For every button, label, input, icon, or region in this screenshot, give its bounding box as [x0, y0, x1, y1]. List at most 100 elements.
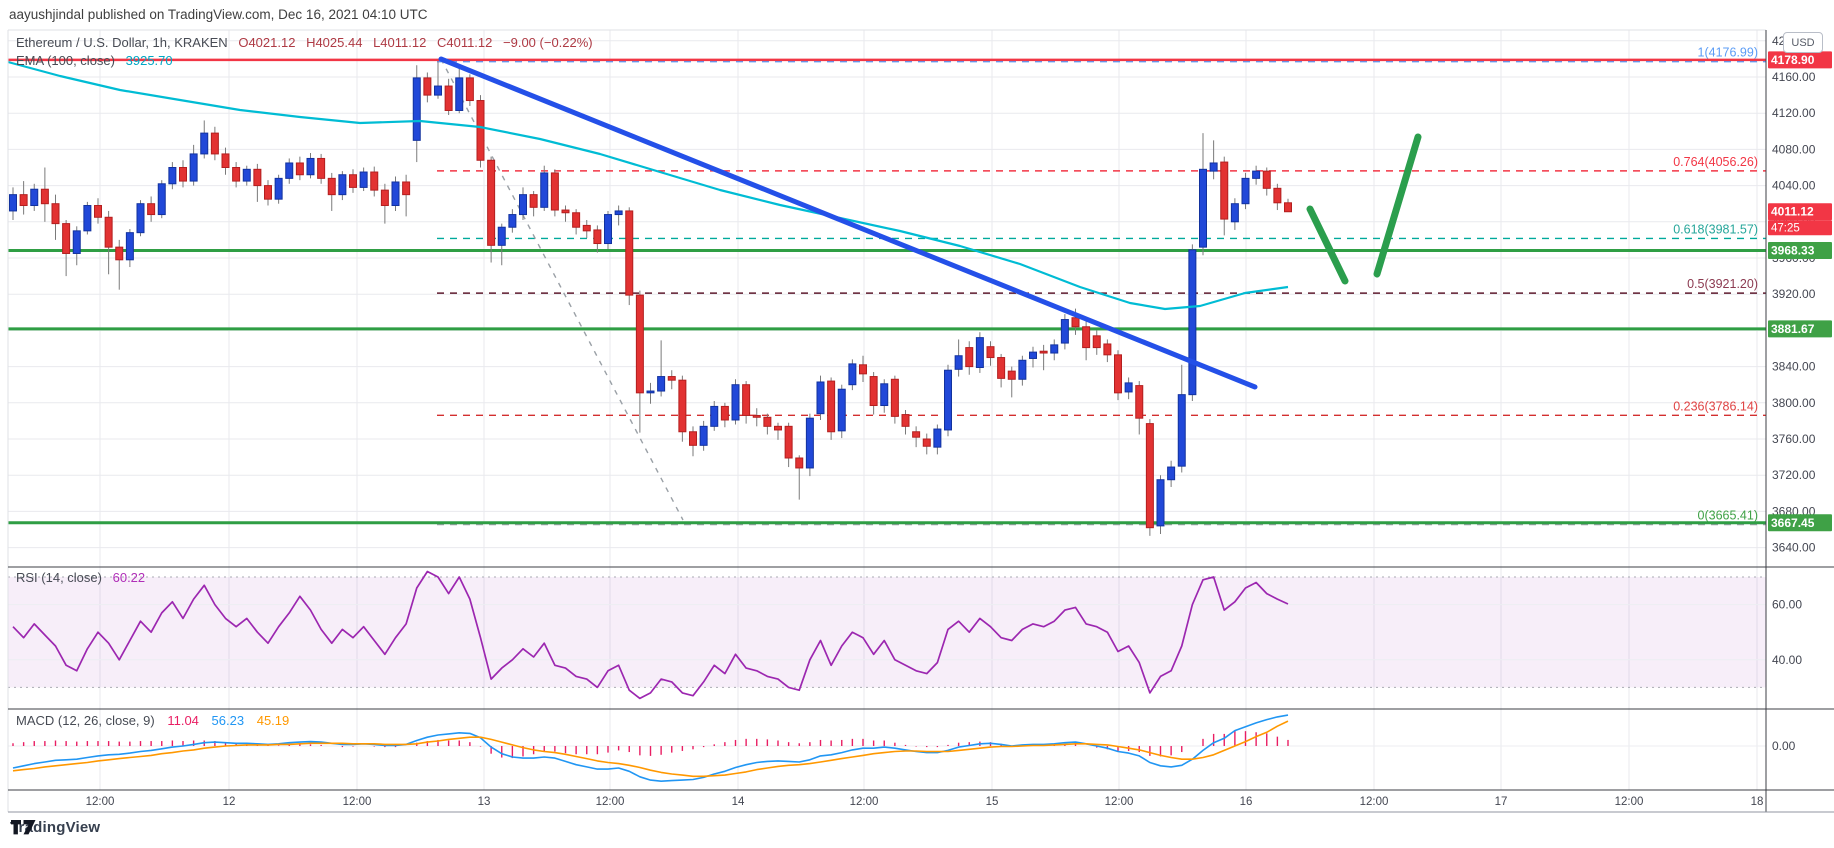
candle-body — [657, 376, 666, 392]
candle-body — [1092, 335, 1101, 349]
candle-body — [210, 132, 219, 155]
candle-body — [423, 77, 432, 96]
price-badge-label: 3667.45 — [1771, 516, 1815, 530]
candle-body — [391, 181, 400, 207]
candle-body — [880, 383, 889, 407]
countdown-badge — [1768, 220, 1832, 236]
candle-body — [285, 162, 294, 179]
candle-body — [1156, 479, 1165, 527]
fib-level-label: 0.764(4056.26) — [1673, 155, 1758, 169]
candle-body — [1007, 370, 1016, 380]
candle-body — [859, 364, 867, 375]
candle-body — [104, 216, 113, 248]
candle-body — [954, 355, 963, 370]
fib-level-label: 1(4176.99) — [1698, 46, 1758, 60]
candle-body — [678, 379, 687, 433]
candle-body — [975, 337, 984, 369]
candle-body — [1230, 203, 1239, 223]
candle-body — [1050, 344, 1059, 354]
candle-body — [1262, 170, 1271, 189]
candle-body — [274, 177, 283, 200]
candle-body — [646, 390, 655, 394]
price-tick-label: 3760.00 — [1772, 432, 1816, 446]
candle-body — [370, 171, 379, 191]
price-badge-label: 4178.90 — [1771, 53, 1815, 67]
candle-body — [455, 77, 464, 111]
candle-body — [912, 431, 921, 438]
candle-body — [997, 357, 1006, 379]
price-badge-label: 3881.67 — [1771, 322, 1815, 336]
time-tick-label: 15 — [986, 796, 999, 808]
time-tick-label: 17 — [1495, 796, 1508, 808]
macd-tick-label: 0.00 — [1772, 739, 1796, 753]
candle-body — [827, 380, 836, 433]
candle-body — [540, 172, 549, 208]
price-badge-label: 3968.33 — [1771, 243, 1815, 257]
candle-body — [1188, 249, 1197, 396]
candle-body — [157, 183, 166, 216]
time-tick-label: 12:00 — [343, 796, 372, 808]
candle-body — [168, 167, 177, 185]
rsi-tick-label: 60.00 — [1772, 598, 1802, 612]
price-tick-label: 4080.00 — [1772, 142, 1816, 156]
candle-body — [434, 85, 442, 96]
candle-body — [752, 414, 761, 418]
currency-toggle-button[interactable]: USD — [1783, 32, 1823, 53]
fib-level-label: 0(3665.41) — [1698, 509, 1758, 523]
price-tick-label: 3840.00 — [1772, 360, 1816, 374]
candle-body — [72, 230, 81, 254]
candle-body — [784, 425, 793, 459]
candle-body — [922, 438, 931, 447]
candle-body — [986, 346, 995, 359]
macd-signal-line[interactable] — [12, 720, 1289, 778]
candle-body — [232, 167, 241, 182]
candle-body — [40, 188, 49, 205]
candle-body — [763, 416, 772, 427]
candle-body — [1252, 170, 1261, 179]
candle-body — [816, 381, 825, 415]
candle-body — [338, 174, 347, 196]
candle-body — [465, 77, 474, 102]
time-tick-label: 12:00 — [1105, 796, 1134, 808]
candle-body — [9, 194, 17, 212]
candle-body — [51, 203, 60, 225]
time-tick-label: 12:00 — [86, 796, 115, 808]
price-badge-label: 4011.12 — [1771, 205, 1814, 219]
candle-body — [306, 157, 315, 176]
candle-body — [1284, 202, 1292, 213]
price-badge — [1768, 241, 1832, 259]
candle-body — [635, 294, 644, 394]
green-arrow-stroke[interactable] — [1373, 133, 1422, 278]
time-tick-label: 12:00 — [596, 796, 625, 808]
candle-body — [83, 205, 92, 232]
green-arrow-stroke[interactable] — [1306, 205, 1349, 285]
candle-body — [944, 369, 952, 431]
candle-body — [519, 194, 527, 216]
ema100-line[interactable] — [7, 60, 1289, 311]
candle-body — [667, 376, 676, 381]
time-tick-label: 13 — [478, 796, 491, 808]
candle-body — [1103, 343, 1112, 356]
macd-line[interactable] — [12, 714, 1289, 783]
trend-line[interactable] — [438, 56, 1258, 390]
candle-body — [572, 212, 581, 228]
candle-body — [1209, 162, 1218, 172]
candle-body — [604, 214, 612, 245]
price-tick-label: 3720.00 — [1772, 468, 1816, 482]
fib-anchor-line[interactable] — [440, 58, 684, 521]
candle-body — [869, 376, 878, 407]
candle-body — [837, 388, 846, 432]
candle-body — [508, 214, 517, 228]
rsi-line[interactable] — [12, 570, 1289, 700]
candle-body — [720, 405, 729, 421]
time-tick-label: 16 — [1240, 796, 1253, 808]
tradingview-footer: TradingView — [10, 819, 100, 836]
candle-body — [550, 172, 559, 211]
rsi-band — [8, 577, 1766, 688]
candle-body — [476, 100, 485, 161]
candle-body — [1071, 317, 1080, 328]
candle-body — [1018, 359, 1027, 380]
candle-body — [848, 363, 857, 386]
